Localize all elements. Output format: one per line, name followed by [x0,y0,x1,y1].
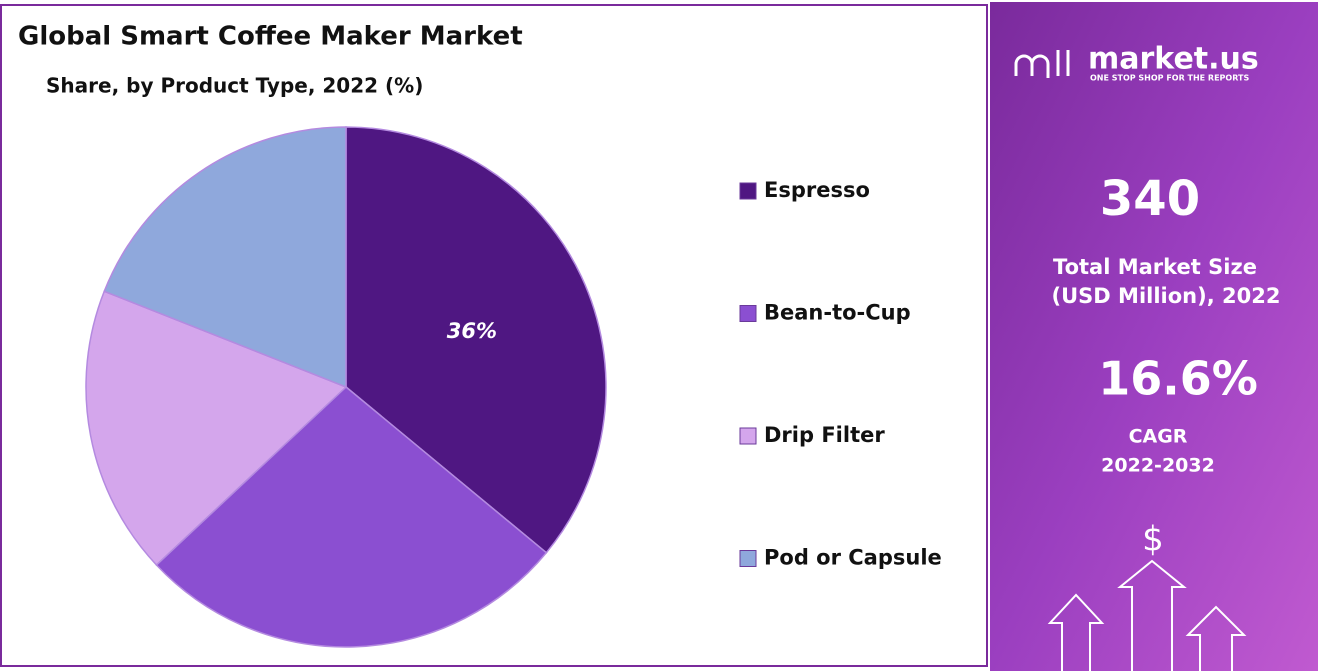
logo-icon [1014,50,1070,78]
market-size-label: Total Market Size [1053,255,1257,279]
market-size: 340 [1100,171,1200,227]
legend-swatch [739,182,757,200]
legend-label: Pod or Capsule [764,546,942,570]
legend-swatch [739,427,757,445]
brand: market.us [1088,42,1259,77]
pie-slice [85,290,348,567]
pie-slice [103,126,347,389]
data-label: 36% [447,319,497,343]
pie-slice [155,386,548,648]
pie-slice [345,126,607,554]
tagline: ONE STOP SHOP FOR THE REPORTS [1090,74,1249,83]
legend-label: Bean-to-Cup [764,301,911,325]
cagr-period: 2022-2032 [1101,455,1215,477]
market-size-label: (USD Million), 2022 [1052,284,1281,308]
cagr: 16.6% [1098,352,1258,406]
chart-subtitle: Share, by Product Type, 2022 (%) [46,74,423,98]
currency-icon: $ [1142,520,1164,560]
side-panel [990,2,1318,671]
cagr-label: CAGR [1129,426,1188,448]
pie: 36% [85,126,607,648]
legend-label: Drip Filter [764,423,885,447]
legend-label: Espresso [764,178,870,202]
legend-swatch [739,550,757,567]
legend: Espresso Bean-to-Cup Drip Filter Pod or Cap… [739,178,942,570]
legend-swatch [739,305,757,322]
chart-title: Global Smart Coffee Maker Market [18,22,523,52]
arrows [1047,559,1247,671]
